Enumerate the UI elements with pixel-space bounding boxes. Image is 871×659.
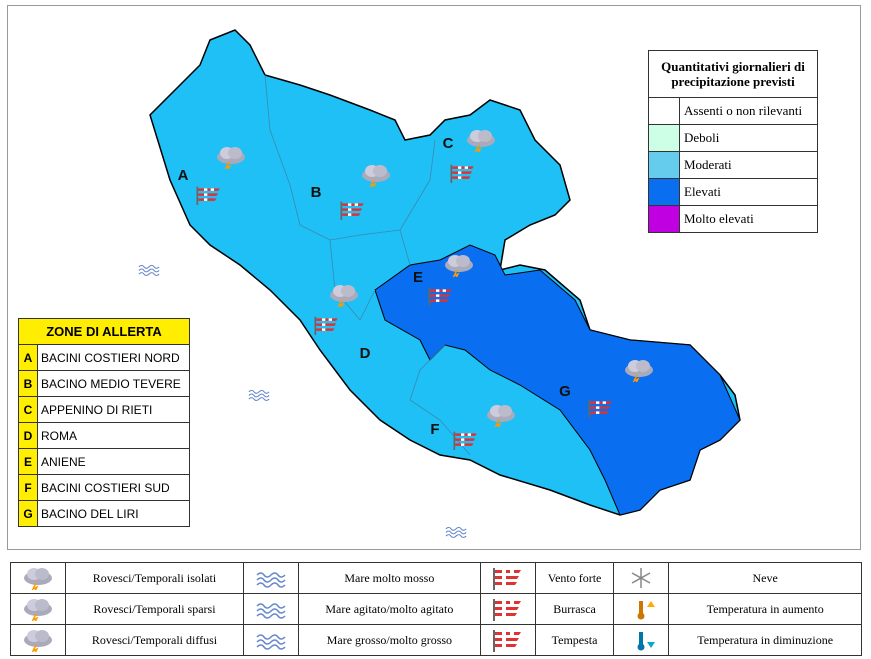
zone-name: BACINO MEDIO TEVERE xyxy=(37,370,190,397)
zone-name: BACINO DEL LIRI xyxy=(37,500,190,527)
icon xyxy=(20,566,56,590)
alert-zones-legend: ZONE DI ALLERTA A BACINI COSTIERI NORD B BA… xyxy=(18,318,190,527)
symbol-row: Rovesci/Temporali sparsi Mare agitato/mol… xyxy=(10,593,862,625)
zone-label: G xyxy=(559,383,571,400)
symbol-label: Neve xyxy=(668,562,862,594)
symbol-icon xyxy=(613,624,670,656)
zone-code: E xyxy=(18,448,38,475)
legend-label: Deboli xyxy=(679,124,818,152)
symbol-icon xyxy=(613,562,670,594)
legend-swatch xyxy=(648,124,680,152)
symbols-legend: Rovesci/Temporali isolati Mare molto moss… xyxy=(10,562,862,656)
zone-name: BACINI COSTIERI SUD xyxy=(37,474,190,501)
legend-label: Assenti o non rilevanti xyxy=(679,97,818,125)
zone-label: F xyxy=(430,421,439,438)
legend-swatch xyxy=(648,97,680,125)
zone-code: B xyxy=(18,370,38,397)
zone-row: B BACINO MEDIO TEVERE xyxy=(18,370,190,397)
icon xyxy=(20,597,56,621)
zone-code: D xyxy=(18,422,38,449)
icon xyxy=(623,597,659,621)
symbol-icon xyxy=(10,624,66,656)
icon xyxy=(253,566,289,590)
zone-borders xyxy=(264,74,471,456)
zone-label: C xyxy=(443,135,454,152)
zone-row: C APPENINO DI RIETI xyxy=(18,396,190,423)
legend-row: Elevati xyxy=(648,178,818,206)
zone-row: E ANIENE xyxy=(18,448,190,475)
zone-label: A xyxy=(178,167,189,184)
legend-title: Quantitativi giornalieri di precipitazio… xyxy=(648,50,818,98)
symbol-row: Rovesci/Temporali isolati Mare molto moss… xyxy=(10,562,862,594)
symbol-label: Burrasca xyxy=(534,593,615,625)
icon xyxy=(253,628,289,652)
symbol-label: Rovesci/Temporali diffusi xyxy=(65,624,244,656)
zone-label: B xyxy=(311,184,322,201)
legend-title: ZONE DI ALLERTA xyxy=(18,318,190,345)
icon xyxy=(20,628,56,652)
zone-code: F xyxy=(18,474,38,501)
icon xyxy=(490,597,526,621)
zone-row: D ROMA xyxy=(18,422,190,449)
symbol-label: Mare agitato/molto agitato xyxy=(297,593,481,625)
icon xyxy=(490,628,526,652)
symbol-icon xyxy=(613,593,670,625)
symbol-label: Mare grosso/molto grosso xyxy=(297,624,481,656)
symbol-label: Temperatura in diminuzione xyxy=(668,624,862,656)
region-dark xyxy=(374,244,741,516)
symbol-icon xyxy=(242,593,299,625)
symbol-label: Vento forte xyxy=(534,562,615,594)
legend-swatch xyxy=(648,178,680,206)
symbol-row: Rovesci/Temporali diffusi Mare grosso/mol… xyxy=(10,624,862,656)
legend-label: Moderati xyxy=(679,151,818,179)
zone-name: APPENINO DI RIETI xyxy=(37,396,190,423)
symbol-label: Rovesci/Temporali sparsi xyxy=(65,593,244,625)
map-frame xyxy=(7,5,861,550)
zone-code: G xyxy=(18,500,38,527)
legend-label: Molto elevati xyxy=(679,205,818,233)
icon xyxy=(623,566,659,590)
zone-name: BACINI COSTIERI NORD xyxy=(37,344,190,371)
zone-name: ANIENE xyxy=(37,448,190,475)
zone-label: D xyxy=(360,345,371,362)
zone-label: E xyxy=(413,269,423,286)
zone-code: C xyxy=(18,396,38,423)
symbol-label: Mare molto mosso xyxy=(297,562,481,594)
legend-row: Molto elevati xyxy=(648,205,818,233)
legend-row: Deboli xyxy=(648,124,818,152)
symbol-icon xyxy=(479,593,536,625)
symbol-label: Tempesta xyxy=(534,624,615,656)
zone-name: ROMA xyxy=(37,422,190,449)
legend-swatch xyxy=(648,205,680,233)
icon xyxy=(253,597,289,621)
legend-label: Elevati xyxy=(679,178,818,206)
symbol-label: Rovesci/Temporali isolati xyxy=(65,562,244,594)
symbol-icon xyxy=(10,562,66,594)
symbol-icon xyxy=(242,562,299,594)
zone-row: F BACINI COSTIERI SUD xyxy=(18,474,190,501)
legend-row: Moderati xyxy=(648,151,818,179)
map: A B C D E F G xyxy=(138,29,741,539)
symbol-label: Temperatura in aumento xyxy=(668,593,862,625)
icon xyxy=(623,628,659,652)
zone-code: A xyxy=(18,344,38,371)
symbol-icon xyxy=(479,562,536,594)
legend-swatch xyxy=(648,151,680,179)
symbol-icon xyxy=(10,593,66,625)
zone-row: G BACINO DEL LIRI xyxy=(18,500,190,527)
icon xyxy=(490,566,526,590)
zone-row: A BACINI COSTIERI NORD xyxy=(18,344,190,371)
symbol-icon xyxy=(242,624,299,656)
symbol-icon xyxy=(479,624,536,656)
legend-row: Assenti o non rilevanti xyxy=(648,97,818,125)
precipitation-legend: Quantitativi giornalieri di precipitazio… xyxy=(648,50,818,233)
